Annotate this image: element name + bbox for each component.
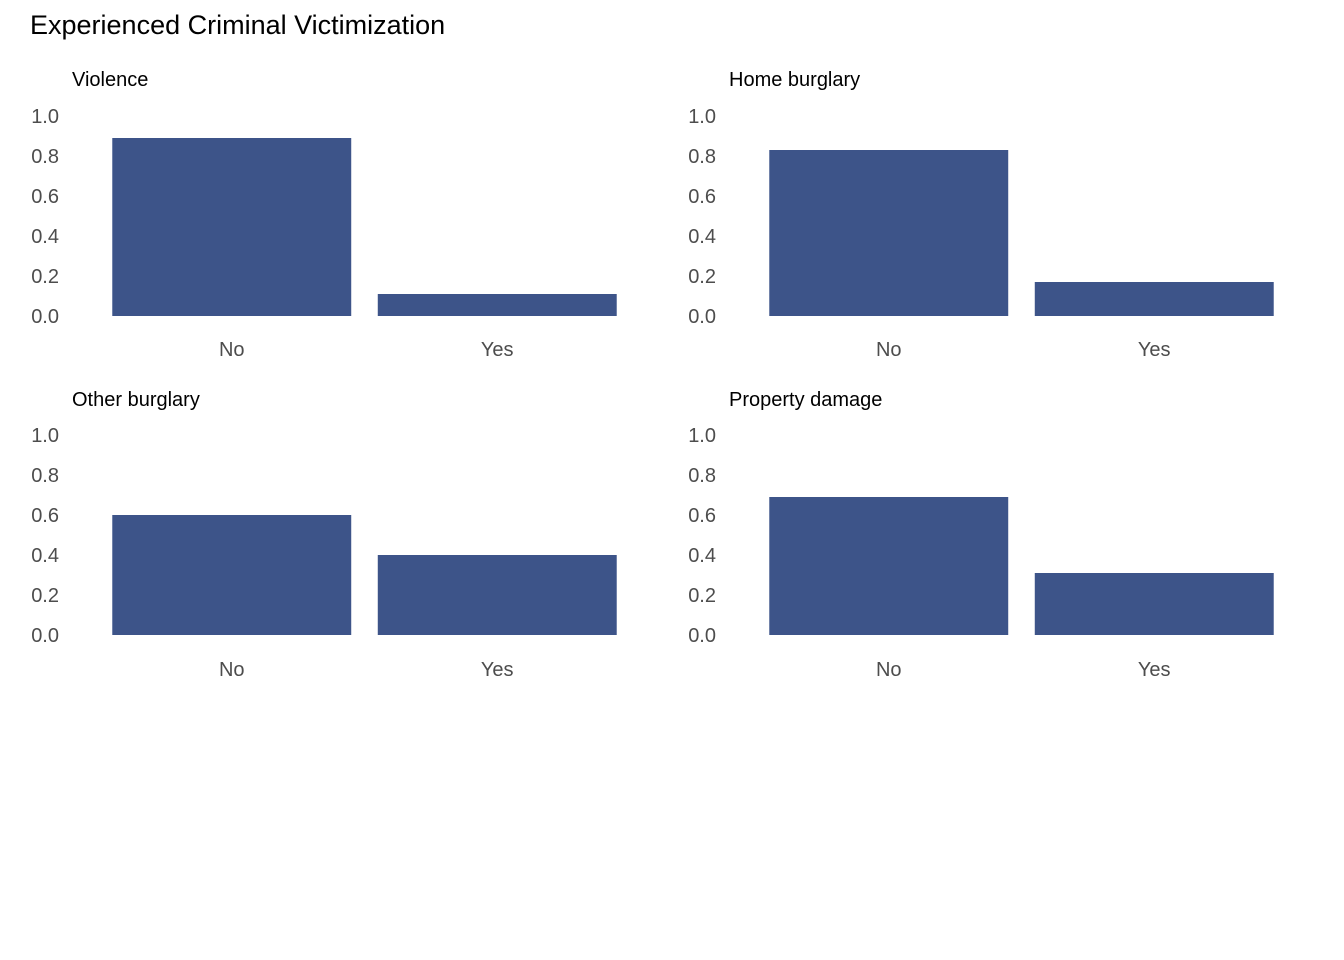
x-tick-label: Yes <box>481 659 514 681</box>
x-tick-label: No <box>876 339 902 361</box>
x-tick-label: No <box>219 659 245 681</box>
y-tick-label: 0.6 <box>31 186 59 208</box>
y-tick-label: 1.0 <box>31 106 59 128</box>
y-tick-label: 0.4 <box>31 545 59 567</box>
y-tick-label: 0.2 <box>688 266 716 288</box>
bar-yes <box>377 294 617 316</box>
y-tick-label: 0.8 <box>31 146 59 168</box>
x-tick-label: Yes <box>481 339 514 361</box>
x-tick-label: Yes <box>1138 659 1171 681</box>
y-tick-label: 1.0 <box>688 106 716 128</box>
bar-no <box>112 138 352 316</box>
bar-yes <box>1034 573 1274 635</box>
bar-no <box>769 497 1009 635</box>
facet-title-home-burglary: Home burglary <box>729 69 860 91</box>
facet-title-property-damage: Property damage <box>729 389 882 411</box>
y-tick-label: 0.8 <box>688 465 716 487</box>
y-tick-label: 0.6 <box>31 505 59 527</box>
y-tick-label: 0.4 <box>688 226 716 248</box>
y-tick-label: 0.2 <box>31 266 59 288</box>
y-tick-label: 0.2 <box>688 585 716 607</box>
y-tick-label: 0.6 <box>688 186 716 208</box>
y-tick-label: 0.0 <box>31 306 59 328</box>
facet-title-violence: Violence <box>72 69 148 91</box>
y-tick-label: 0.0 <box>688 625 716 647</box>
x-tick-label: Yes <box>1138 339 1171 361</box>
y-tick-label: 0.6 <box>688 505 716 527</box>
chart-title: Experienced Criminal Victimization <box>30 10 446 40</box>
facet-title-other-burglary: Other burglary <box>72 389 200 411</box>
y-tick-label: 0.8 <box>688 146 716 168</box>
bar-no <box>112 515 352 635</box>
bar-yes <box>1034 282 1274 316</box>
y-tick-label: 0.8 <box>31 465 59 487</box>
x-tick-label: No <box>876 659 902 681</box>
x-tick-label: No <box>219 339 245 361</box>
y-tick-label: 0.2 <box>31 585 59 607</box>
panel-property-damage: Property damage 0.0 0.2 0.4 0.6 0.8 1.0 No Yes <box>688 389 1274 681</box>
panel-violence: Violence 0.0 0.2 0.4 0.6 0.8 1.0 No Yes <box>31 69 617 361</box>
panel-home-burglary: Home burglary 0.0 0.2 0.4 0.6 0.8 1.0 No Yes <box>688 69 1274 361</box>
y-tick-label: 0.0 <box>688 306 716 328</box>
y-tick-label: 0.0 <box>31 625 59 647</box>
y-tick-label: 0.4 <box>688 545 716 567</box>
y-tick-label: 1.0 <box>688 425 716 447</box>
panel-other-burglary: Other burglary 0.0 0.2 0.4 0.6 0.8 1.0 No Yes <box>31 389 617 681</box>
bar-no <box>769 150 1009 316</box>
bar-yes <box>377 555 617 635</box>
y-tick-label: 0.4 <box>31 226 59 248</box>
y-tick-label: 1.0 <box>31 425 59 447</box>
